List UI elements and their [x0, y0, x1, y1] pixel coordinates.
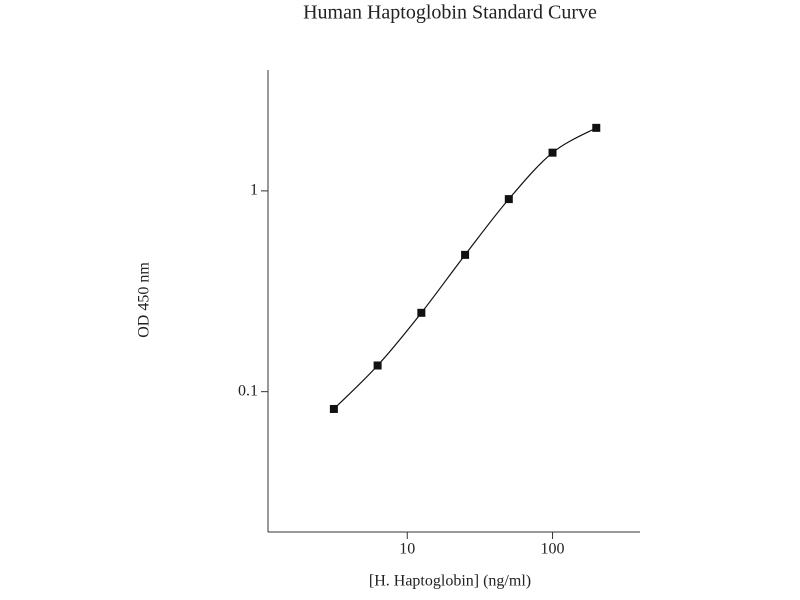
chart-title: Human Haptoglobin Standard Curve [303, 2, 597, 24]
x-axis-label: [H. Haptoglobin] (ng/ml) [369, 573, 531, 590]
data-point [504, 195, 513, 204]
y-tick-label: 0.1 [238, 382, 258, 399]
data-point [417, 308, 426, 317]
fit-curve [333, 127, 597, 410]
data-point [373, 361, 382, 370]
data-point [548, 148, 557, 157]
y-tick-label: 1 [250, 182, 258, 199]
data-point [329, 404, 338, 413]
x-tick-label: 10 [399, 541, 415, 558]
data-point [592, 123, 601, 132]
data-point [461, 250, 470, 259]
x-tick-label: 100 [541, 541, 565, 558]
y-axis-label: OD 450 nm [136, 262, 153, 338]
